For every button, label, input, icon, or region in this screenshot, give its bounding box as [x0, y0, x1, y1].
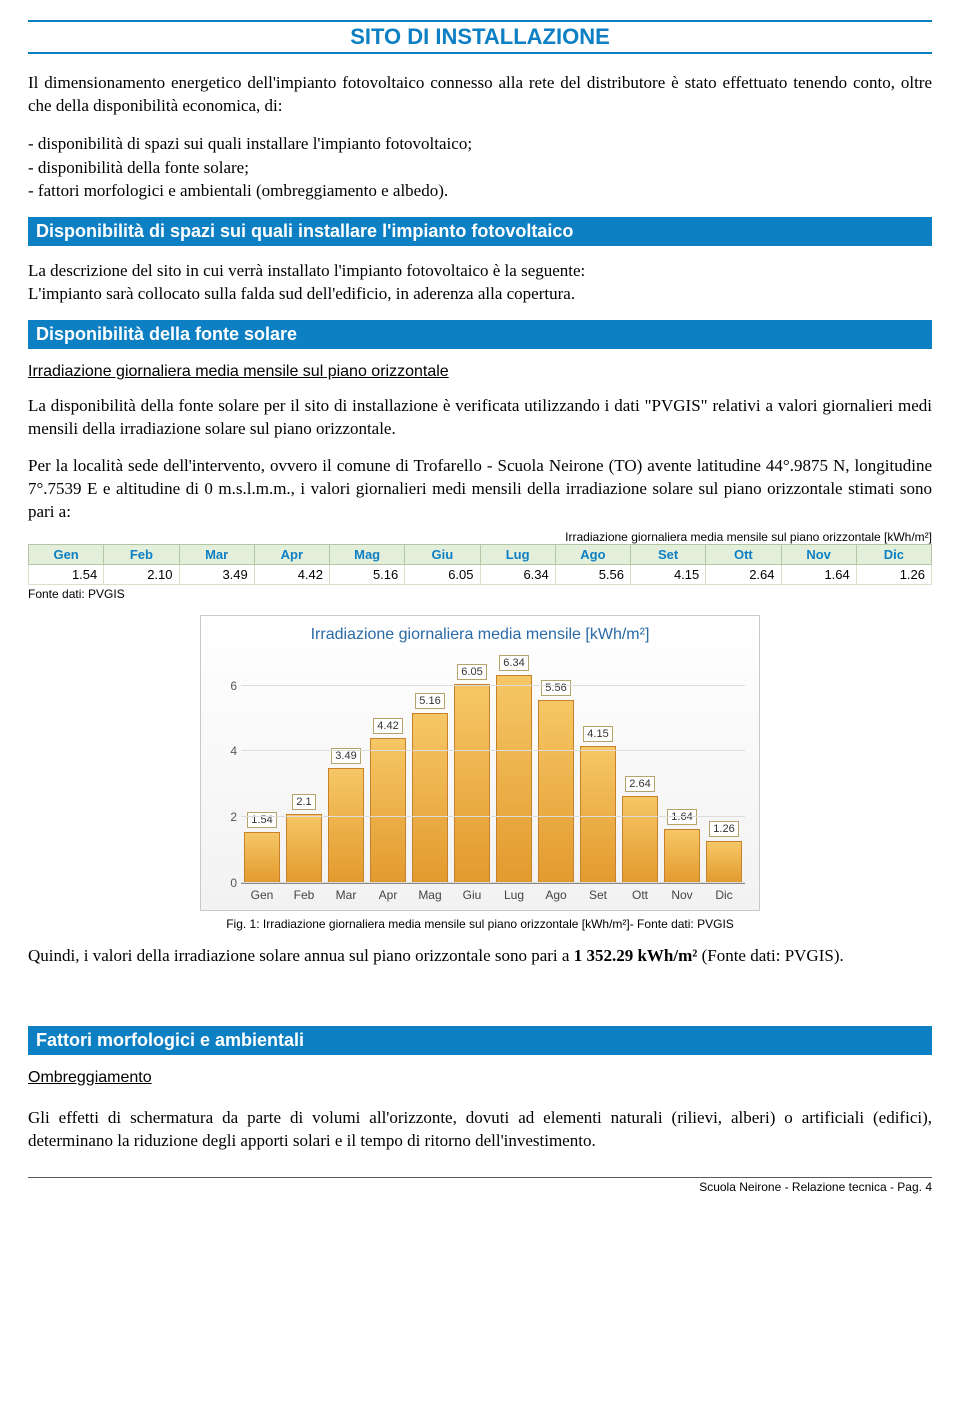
y-tick-label: 4 [217, 744, 237, 758]
section-1-title: Disponibilità di spazi sui quali install… [28, 217, 932, 246]
chart-bar: 5.16 [412, 693, 447, 883]
table-source: Fonte dati: PVGIS [28, 587, 932, 601]
footer-text: Scuola Neirone - Relazione tecnica - Pag… [28, 1180, 932, 1194]
table-cell: 1.64 [781, 564, 856, 584]
page-title: SITO DI INSTALLAZIONE [28, 20, 932, 54]
bullet-item: - disponibilità della fonte solare; [28, 156, 932, 180]
chart-bar: 1.26 [706, 821, 741, 882]
x-tick-label: Mar [328, 888, 363, 902]
bar-value-label: 1.54 [247, 812, 276, 828]
y-tick-label: 6 [217, 679, 237, 693]
sec1-para1: La descrizione del sito in cui verrà ins… [28, 260, 932, 283]
intro-paragraph: Il dimensionamento energetico dell'impia… [28, 72, 932, 118]
chart-bar: 5.56 [538, 680, 573, 883]
x-tick-label: Set [580, 888, 615, 902]
sec2-para1: La disponibilità della fonte solare per … [28, 395, 932, 441]
table-cell: 6.34 [480, 564, 555, 584]
bullet-item: - fattori morfologici e ambientali (ombr… [28, 179, 932, 203]
bar-value-label: 4.42 [373, 718, 402, 734]
figure-caption: Fig. 1: Irradiazione giornaliera media m… [28, 917, 932, 931]
bar-value-label: 2.1 [292, 794, 315, 810]
irradiation-table: GenFebMarAprMagGiuLugAgoSetOttNovDic 1.5… [28, 544, 932, 585]
table-cell: 4.42 [254, 564, 329, 584]
table-header: Nov [781, 544, 856, 564]
x-tick-label: Ago [538, 888, 573, 902]
bullet-item: - disponibilità di spazi sui quali insta… [28, 132, 932, 156]
intro-bullets: - disponibilità di spazi sui quali insta… [28, 132, 932, 203]
x-tick-label: Giu [454, 888, 489, 902]
chart-bar: 6.34 [496, 655, 531, 883]
table-header: Lug [480, 544, 555, 564]
x-tick-label: Gen [244, 888, 279, 902]
chart-bar: 4.42 [370, 718, 405, 883]
x-tick-label: Ott [622, 888, 657, 902]
table-header: Ago [555, 544, 630, 564]
x-tick-label: Mag [412, 888, 447, 902]
sec1-para2: L'impianto sarà collocato sulla falda su… [28, 283, 932, 306]
section-3-title: Fattori morfologici e ambientali [28, 1026, 932, 1055]
table-header: Set [631, 544, 706, 564]
bar-value-label: 6.34 [499, 655, 528, 671]
chart-bar: 2.64 [622, 776, 657, 883]
sec3-subtitle: Ombreggiamento [28, 1069, 932, 1087]
table-cell: 4.15 [631, 564, 706, 584]
chart-bar: 6.05 [454, 664, 489, 883]
bar-value-label: 2.64 [625, 776, 654, 792]
table-header: Feb [104, 544, 179, 564]
x-tick-label: Dic [706, 888, 741, 902]
bar-value-label: 4.15 [583, 726, 612, 742]
bar-value-label: 6.05 [457, 664, 486, 680]
sec2-para2: Per la località sede dell'intervento, ov… [28, 455, 932, 524]
irradiation-chart: Irradiazione giornaliera media mensile [… [200, 615, 760, 911]
x-tick-label: Lug [496, 888, 531, 902]
table-cell: 5.56 [555, 564, 630, 584]
x-tick-label: Apr [370, 888, 405, 902]
y-tick-label: 2 [217, 810, 237, 824]
table-header: Ott [706, 544, 781, 564]
table-header: Mar [179, 544, 254, 564]
y-tick-label: 0 [217, 876, 237, 890]
table-cell: 1.54 [29, 564, 104, 584]
conclusion-pre: Quindi, i valori della irradiazione sola… [28, 946, 574, 965]
chart-title: Irradiazione giornaliera media mensile [… [215, 626, 745, 644]
table-cell: 6.05 [405, 564, 480, 584]
table-header: Giu [405, 544, 480, 564]
chart-bar: 1.64 [664, 809, 699, 883]
bar-value-label: 5.56 [541, 680, 570, 696]
bar-value-label: 1.26 [709, 821, 738, 837]
sec2-conclusion: Quindi, i valori della irradiazione sola… [28, 945, 932, 968]
table-header: Gen [29, 544, 104, 564]
x-tick-label: Nov [664, 888, 699, 902]
sec3-para: Gli effetti di schermatura da parte di v… [28, 1107, 932, 1153]
table-header: Apr [254, 544, 329, 564]
table-cell: 1.26 [856, 564, 931, 584]
table-cell: 2.64 [706, 564, 781, 584]
table-cell: 3.49 [179, 564, 254, 584]
chart-bar: 1.54 [244, 812, 279, 883]
conclusion-post: (Fonte dati: PVGIS). [697, 946, 843, 965]
table-cell: 2.10 [104, 564, 179, 584]
chart-bar: 2.1 [286, 794, 321, 883]
bar-value-label: 5.16 [415, 693, 444, 709]
footer-rule [28, 1177, 932, 1178]
table-header: Dic [856, 544, 931, 564]
section-2-title: Disponibilità della fonte solare [28, 320, 932, 349]
table-caption: Irradiazione giornaliera media mensile s… [28, 530, 932, 544]
table-cell: 5.16 [330, 564, 405, 584]
x-tick-label: Feb [286, 888, 321, 902]
table-header: Mag [330, 544, 405, 564]
conclusion-bold: 1 352.29 kWh/m² [574, 946, 698, 965]
sec2-subtitle: Irradiazione giornaliera media mensile s… [28, 363, 932, 381]
